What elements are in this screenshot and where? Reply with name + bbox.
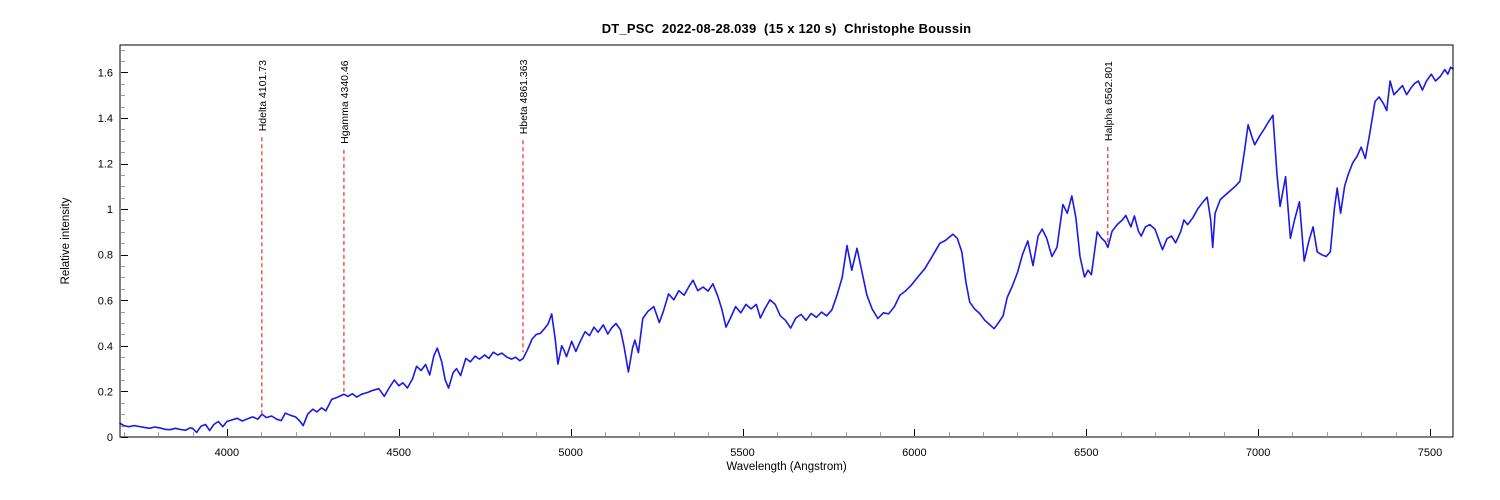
x-tick-label: 4000 xyxy=(215,447,239,459)
y-tick-label: 1.6 xyxy=(98,67,113,79)
spectral-line-markers: Hdelta 4101.73 Hgamma 4340.46 Hbeta 4861.3… xyxy=(257,59,1115,414)
y-tick-label: 0.4 xyxy=(98,341,113,353)
spectrum-line xyxy=(119,66,1454,434)
y-tick-label: 0.8 xyxy=(98,250,113,262)
y-tick-label: 1.4 xyxy=(98,113,113,125)
spectral-line-label: Halpha 6562.801 xyxy=(1103,61,1115,141)
x-tick-label: 6500 xyxy=(1074,447,1098,459)
x-tick-label: 7000 xyxy=(1246,447,1270,459)
spectral-line-label: Hbeta 4861.363 xyxy=(518,59,530,134)
y-tick-label: 1 xyxy=(107,204,113,216)
y-tick-label: 0 xyxy=(107,432,113,444)
y-tick-label: 0.2 xyxy=(98,386,113,398)
x-tick-label: 7500 xyxy=(1418,447,1442,459)
spectral-line-label: Hdelta 4101.73 xyxy=(257,60,269,131)
x-tick-label: 6000 xyxy=(902,447,926,459)
y-tick-label: 0.6 xyxy=(98,295,113,307)
axis-ticks xyxy=(121,50,1431,438)
spectral-line-label: Hgamma 4340.46 xyxy=(339,60,351,144)
chart-title: DT_PSC 2022-08-28.039 (15 x 120 s) Chris… xyxy=(601,21,972,36)
x-tick-label: 5500 xyxy=(730,447,754,459)
spectrum-series xyxy=(119,66,1454,434)
x-tick-label: 4500 xyxy=(387,447,411,459)
x-axis-title: Wavelength (Angstrom) xyxy=(726,461,847,473)
y-tick-label: 1.2 xyxy=(98,159,113,171)
x-tick-label: 5000 xyxy=(558,447,582,459)
axis-tick-labels: 4000 4500 5000 5500 6000 6500 7000 7500 0 0.2 0.4 0… xyxy=(98,67,1443,459)
y-axis-title: Relative intensity xyxy=(60,197,72,285)
plot-border xyxy=(119,44,1454,438)
